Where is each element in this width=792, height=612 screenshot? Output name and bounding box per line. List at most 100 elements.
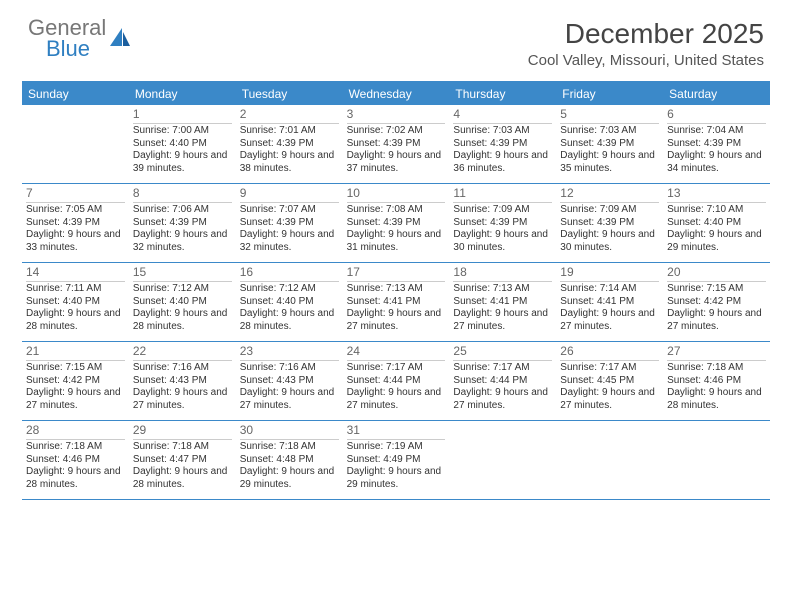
day-daylight: Daylight: 9 hours and 27 minutes. xyxy=(453,387,552,412)
day-sunset: Sunset: 4:39 PM xyxy=(26,217,125,230)
day-cell: 22Sunrise: 7:16 AMSunset: 4:43 PMDayligh… xyxy=(129,342,236,420)
day-daylight: Daylight: 9 hours and 28 minutes. xyxy=(240,308,339,333)
day-number: 16 xyxy=(240,265,339,282)
day-sunrise: Sunrise: 7:15 AM xyxy=(667,283,766,296)
day-daylight: Daylight: 9 hours and 27 minutes. xyxy=(560,387,659,412)
title-block: December 2025 Cool Valley, Missouri, Uni… xyxy=(528,18,764,69)
day-number: 18 xyxy=(453,265,552,282)
day-daylight: Daylight: 9 hours and 34 minutes. xyxy=(667,150,766,175)
day-sunrise: Sunrise: 7:03 AM xyxy=(453,125,552,138)
day-sunset: Sunset: 4:41 PM xyxy=(347,296,446,309)
day-cell: 4Sunrise: 7:03 AMSunset: 4:39 PMDaylight… xyxy=(449,105,556,183)
day-sunset: Sunset: 4:42 PM xyxy=(26,375,125,388)
weekday-header: Sunday xyxy=(22,83,129,105)
day-daylight: Daylight: 9 hours and 28 minutes. xyxy=(26,308,125,333)
day-sunset: Sunset: 4:43 PM xyxy=(240,375,339,388)
day-number: 21 xyxy=(26,344,125,361)
day-sunrise: Sunrise: 7:07 AM xyxy=(240,204,339,217)
day-cell: 16Sunrise: 7:12 AMSunset: 4:40 PMDayligh… xyxy=(236,263,343,341)
week-row: 7Sunrise: 7:05 AMSunset: 4:39 PMDaylight… xyxy=(22,184,770,263)
day-sunrise: Sunrise: 7:13 AM xyxy=(347,283,446,296)
weekday-header: Monday xyxy=(129,83,236,105)
day-sunrise: Sunrise: 7:06 AM xyxy=(133,204,232,217)
day-sunrise: Sunrise: 7:13 AM xyxy=(453,283,552,296)
day-sunrise: Sunrise: 7:12 AM xyxy=(240,283,339,296)
day-daylight: Daylight: 9 hours and 27 minutes. xyxy=(347,387,446,412)
day-sunset: Sunset: 4:43 PM xyxy=(133,375,232,388)
day-daylight: Daylight: 9 hours and 27 minutes. xyxy=(347,308,446,333)
weekday-header: Tuesday xyxy=(236,83,343,105)
day-cell: 20Sunrise: 7:15 AMSunset: 4:42 PMDayligh… xyxy=(663,263,770,341)
day-number: 20 xyxy=(667,265,766,282)
day-sunrise: Sunrise: 7:01 AM xyxy=(240,125,339,138)
day-cell: 23Sunrise: 7:16 AMSunset: 4:43 PMDayligh… xyxy=(236,342,343,420)
day-sunrise: Sunrise: 7:17 AM xyxy=(347,362,446,375)
day-sunset: Sunset: 4:42 PM xyxy=(667,296,766,309)
day-daylight: Daylight: 9 hours and 28 minutes. xyxy=(26,466,125,491)
day-sunset: Sunset: 4:46 PM xyxy=(667,375,766,388)
day-number: 19 xyxy=(560,265,659,282)
day-sunset: Sunset: 4:39 PM xyxy=(667,138,766,151)
day-sunset: Sunset: 4:39 PM xyxy=(453,138,552,151)
day-daylight: Daylight: 9 hours and 31 minutes. xyxy=(347,229,446,254)
day-number: 8 xyxy=(133,186,232,203)
day-cell: 3Sunrise: 7:02 AMSunset: 4:39 PMDaylight… xyxy=(343,105,450,183)
day-daylight: Daylight: 9 hours and 27 minutes. xyxy=(240,387,339,412)
day-sunrise: Sunrise: 7:18 AM xyxy=(26,441,125,454)
day-cell: 7Sunrise: 7:05 AMSunset: 4:39 PMDaylight… xyxy=(22,184,129,262)
day-sunrise: Sunrise: 7:03 AM xyxy=(560,125,659,138)
day-cell: 15Sunrise: 7:12 AMSunset: 4:40 PMDayligh… xyxy=(129,263,236,341)
day-cell: 21Sunrise: 7:15 AMSunset: 4:42 PMDayligh… xyxy=(22,342,129,420)
day-daylight: Daylight: 9 hours and 35 minutes. xyxy=(560,150,659,175)
day-sunset: Sunset: 4:40 PM xyxy=(133,296,232,309)
day-daylight: Daylight: 9 hours and 27 minutes. xyxy=(133,387,232,412)
spinnaker-icon xyxy=(108,26,132,52)
day-cell: 5Sunrise: 7:03 AMSunset: 4:39 PMDaylight… xyxy=(556,105,663,183)
day-daylight: Daylight: 9 hours and 38 minutes. xyxy=(240,150,339,175)
weekday-header: Saturday xyxy=(663,83,770,105)
day-cell: 18Sunrise: 7:13 AMSunset: 4:41 PMDayligh… xyxy=(449,263,556,341)
day-sunset: Sunset: 4:48 PM xyxy=(240,454,339,467)
day-sunrise: Sunrise: 7:18 AM xyxy=(667,362,766,375)
day-cell: 11Sunrise: 7:09 AMSunset: 4:39 PMDayligh… xyxy=(449,184,556,262)
day-sunset: Sunset: 4:39 PM xyxy=(560,217,659,230)
day-sunset: Sunset: 4:41 PM xyxy=(560,296,659,309)
day-daylight: Daylight: 9 hours and 32 minutes. xyxy=(133,229,232,254)
day-sunset: Sunset: 4:39 PM xyxy=(240,138,339,151)
day-sunrise: Sunrise: 7:12 AM xyxy=(133,283,232,296)
day-sunrise: Sunrise: 7:02 AM xyxy=(347,125,446,138)
day-cell: 29Sunrise: 7:18 AMSunset: 4:47 PMDayligh… xyxy=(129,421,236,499)
week-row: 21Sunrise: 7:15 AMSunset: 4:42 PMDayligh… xyxy=(22,342,770,421)
day-number: 14 xyxy=(26,265,125,282)
logo: General Blue xyxy=(28,18,132,60)
day-daylight: Daylight: 9 hours and 27 minutes. xyxy=(26,387,125,412)
day-number: 6 xyxy=(667,107,766,124)
day-daylight: Daylight: 9 hours and 30 minutes. xyxy=(453,229,552,254)
day-number: 3 xyxy=(347,107,446,124)
day-cell: 13Sunrise: 7:10 AMSunset: 4:40 PMDayligh… xyxy=(663,184,770,262)
day-cell xyxy=(556,421,663,499)
day-number: 24 xyxy=(347,344,446,361)
day-daylight: Daylight: 9 hours and 27 minutes. xyxy=(453,308,552,333)
weekday-header: Friday xyxy=(556,83,663,105)
day-cell: 14Sunrise: 7:11 AMSunset: 4:40 PMDayligh… xyxy=(22,263,129,341)
day-sunset: Sunset: 4:39 PM xyxy=(347,138,446,151)
day-sunrise: Sunrise: 7:16 AM xyxy=(240,362,339,375)
day-daylight: Daylight: 9 hours and 28 minutes. xyxy=(667,387,766,412)
day-sunset: Sunset: 4:45 PM xyxy=(560,375,659,388)
day-sunrise: Sunrise: 7:00 AM xyxy=(133,125,232,138)
day-sunrise: Sunrise: 7:16 AM xyxy=(133,362,232,375)
day-sunset: Sunset: 4:39 PM xyxy=(240,217,339,230)
day-number: 9 xyxy=(240,186,339,203)
day-sunset: Sunset: 4:40 PM xyxy=(240,296,339,309)
day-sunrise: Sunrise: 7:17 AM xyxy=(453,362,552,375)
day-sunset: Sunset: 4:47 PM xyxy=(133,454,232,467)
day-cell: 25Sunrise: 7:17 AMSunset: 4:44 PMDayligh… xyxy=(449,342,556,420)
day-sunset: Sunset: 4:39 PM xyxy=(560,138,659,151)
day-daylight: Daylight: 9 hours and 27 minutes. xyxy=(560,308,659,333)
day-cell: 19Sunrise: 7:14 AMSunset: 4:41 PMDayligh… xyxy=(556,263,663,341)
day-sunset: Sunset: 4:40 PM xyxy=(667,217,766,230)
day-daylight: Daylight: 9 hours and 28 minutes. xyxy=(133,308,232,333)
day-number: 25 xyxy=(453,344,552,361)
page-header: General Blue December 2025 Cool Valley, … xyxy=(0,0,792,73)
